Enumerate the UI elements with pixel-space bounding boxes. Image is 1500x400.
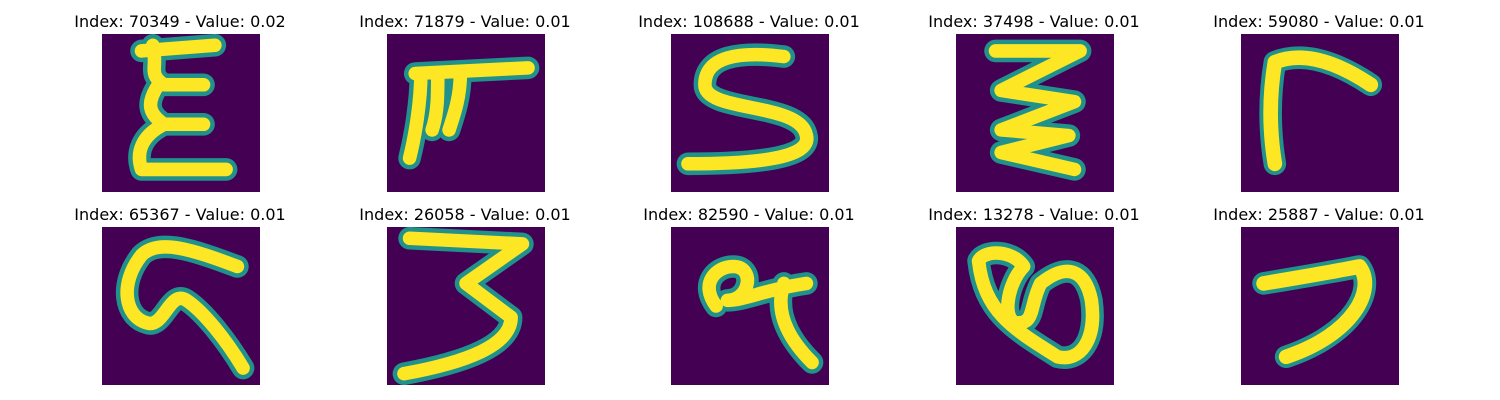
- glyph-image: [671, 227, 829, 385]
- panel-title: Index: 70349 - Value: 0.02: [74, 12, 286, 31]
- panel-title: Index: 25887 - Value: 0.01: [1213, 205, 1425, 224]
- glyph-image: [956, 227, 1114, 385]
- panel-title: Index: 82590 - Value: 0.01: [643, 205, 855, 224]
- panel-title: Index: 13278 - Value: 0.01: [928, 205, 1140, 224]
- glyph-image: [1241, 227, 1399, 385]
- panel-title: Index: 37498 - Value: 0.01: [928, 12, 1140, 31]
- panel-title: Index: 26058 - Value: 0.01: [359, 205, 571, 224]
- glyph-image: [956, 34, 1114, 192]
- glyph-image: [102, 34, 260, 192]
- panel-title: Index: 71879 - Value: 0.01: [359, 12, 571, 31]
- glyph-image: [1241, 34, 1399, 192]
- panel-title: Index: 65367 - Value: 0.01: [74, 205, 286, 224]
- panel-title: Index: 108688 - Value: 0.01: [638, 12, 860, 31]
- glyph-image: [387, 227, 545, 385]
- glyph-image: [102, 227, 260, 385]
- panel-title: Index: 59080 - Value: 0.01: [1213, 12, 1425, 31]
- glyph-image: [387, 34, 545, 192]
- glyph-image: [671, 34, 829, 192]
